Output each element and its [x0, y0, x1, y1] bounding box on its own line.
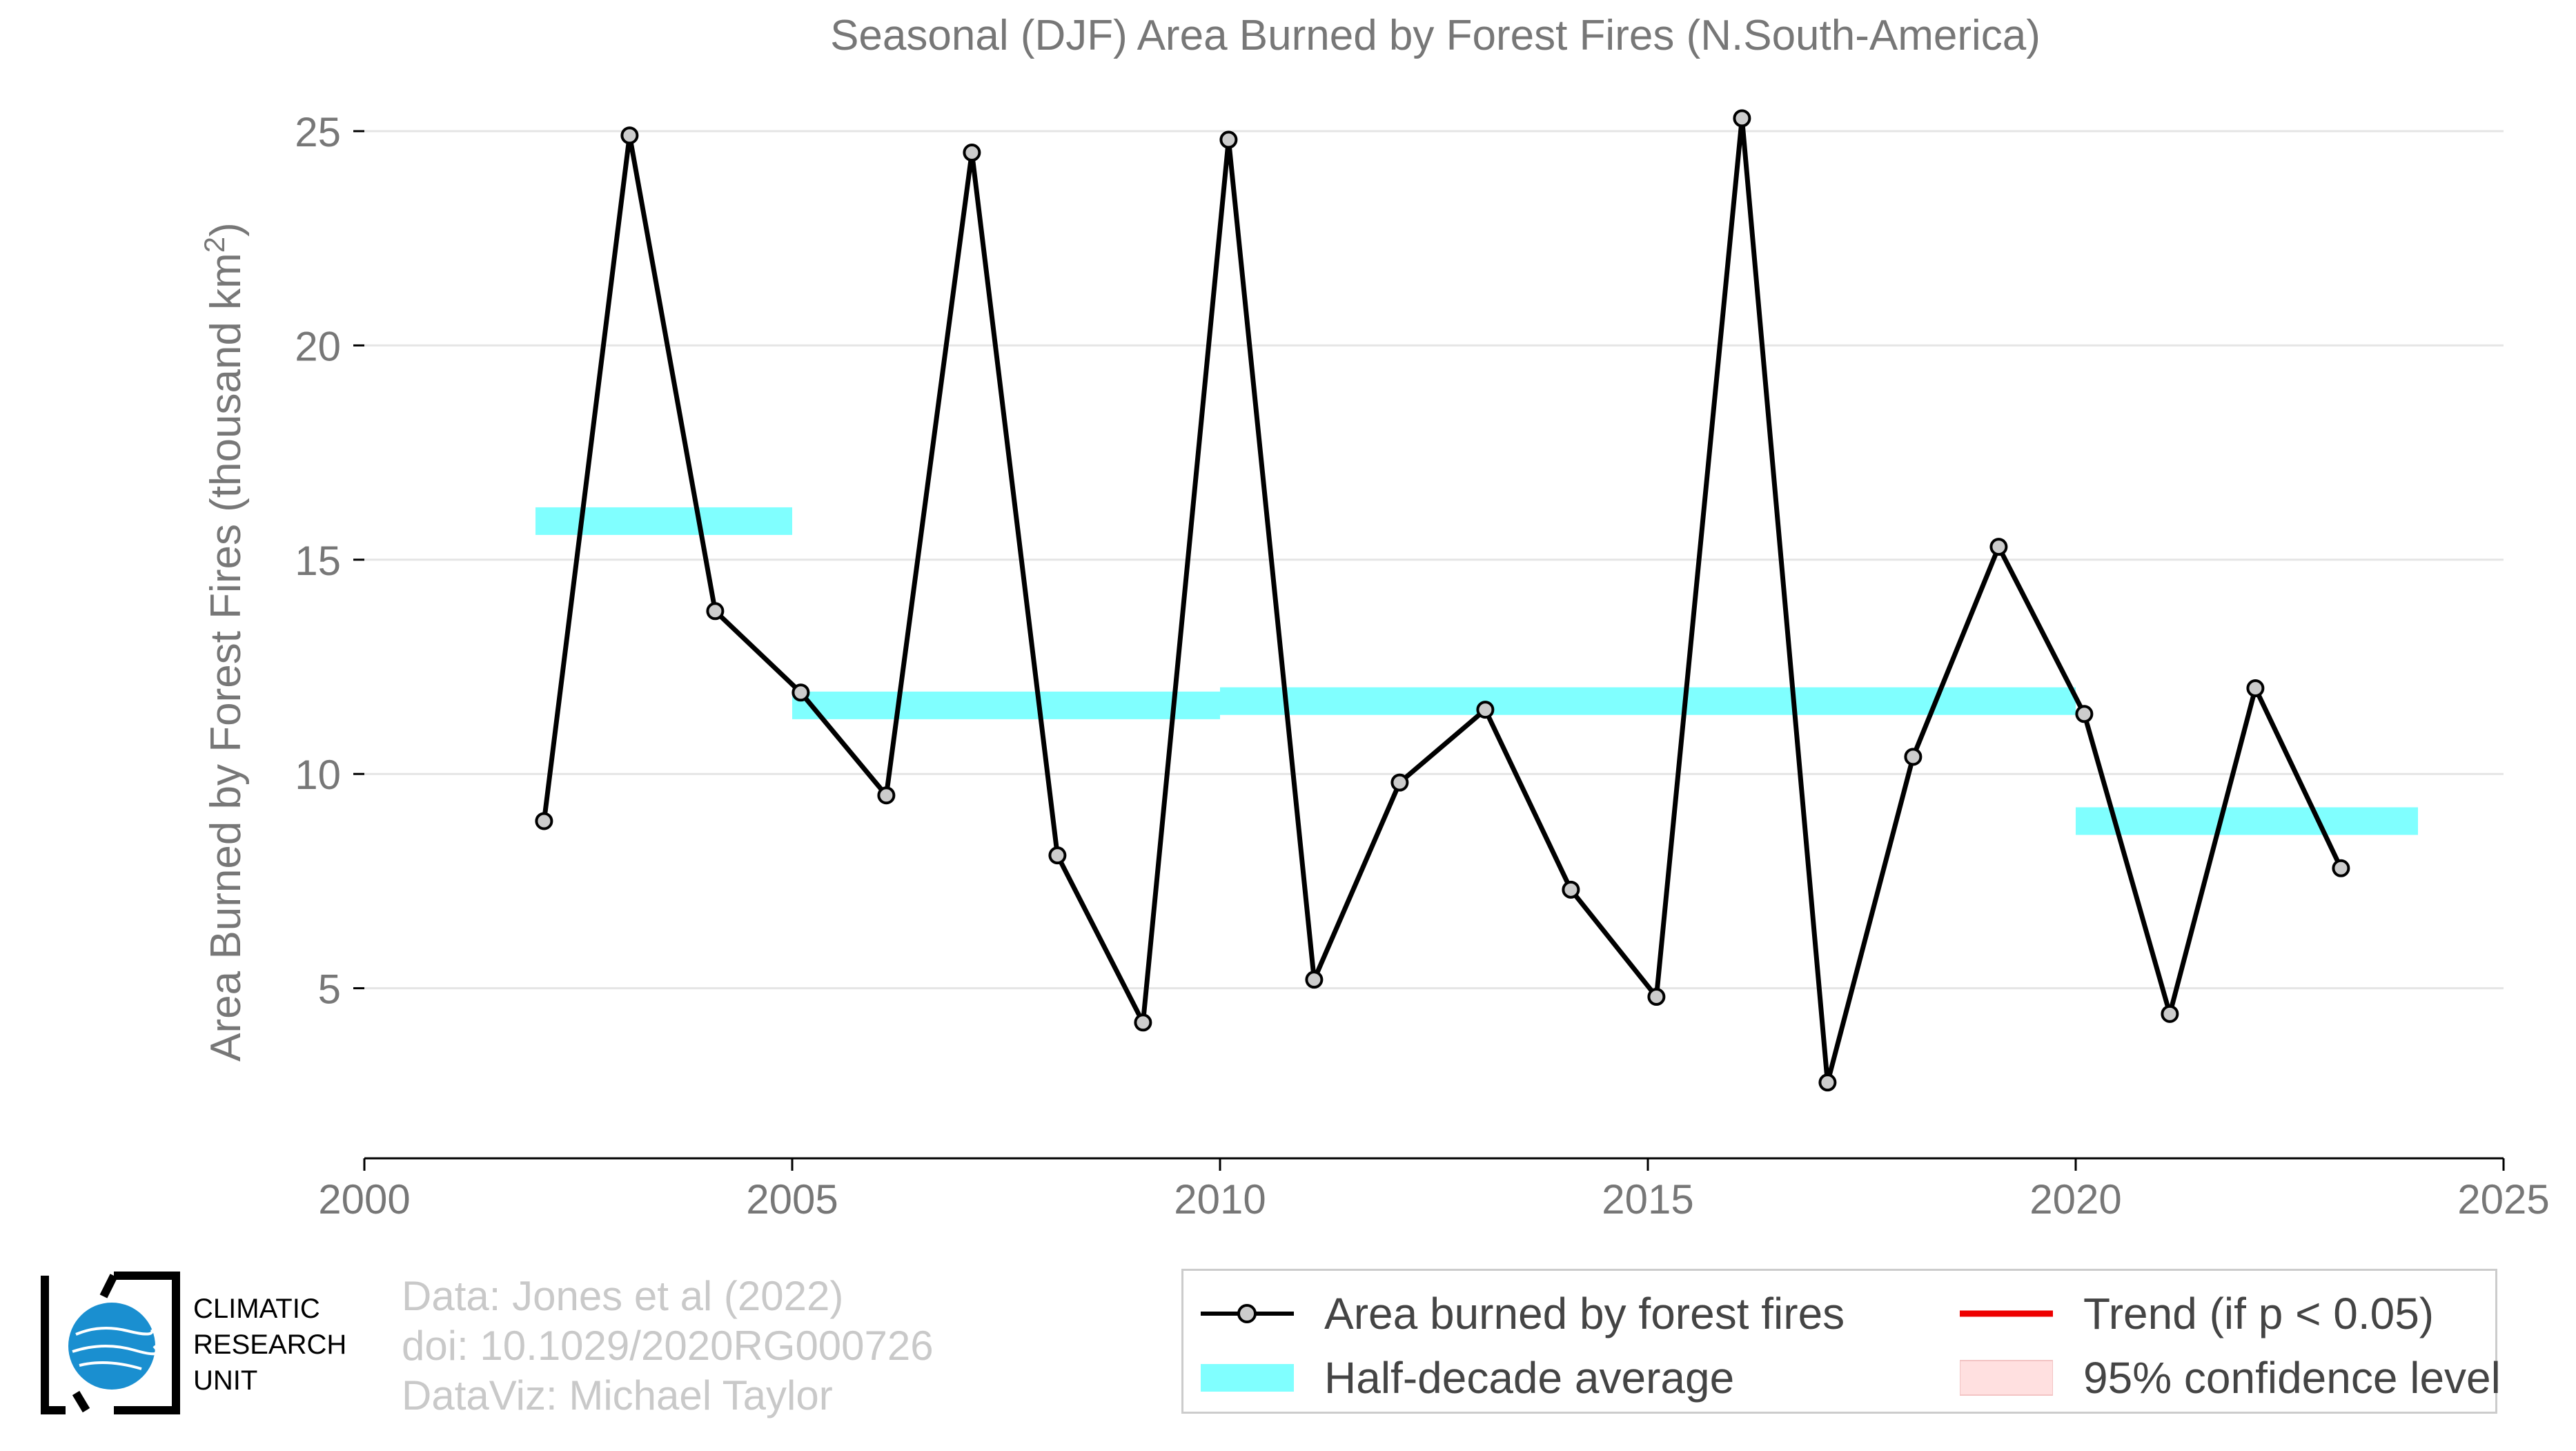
y-axis-ticks: 5 10 15 20 25 — [295, 109, 364, 1013]
credit-doi: doi: 10.1029/2020RG000726 — [402, 1323, 934, 1369]
data-point-2011.1 — [1305, 971, 1324, 989]
credit-dataviz: DataViz: Michael Taylor — [402, 1372, 833, 1419]
area-burned-series — [535, 109, 2350, 1092]
legend-item-confidence: 95% confidence level — [1959, 1352, 2501, 1403]
cru-logo — [38, 1269, 369, 1421]
legend-key-confidence-band-icon — [1959, 1357, 2054, 1399]
legend-key-trend-line-icon — [1960, 1293, 2053, 1334]
data-point-2019.1 — [1989, 538, 2008, 556]
x-tick-label-2020: 2020 — [2029, 1176, 2121, 1223]
data-point-2022.1 — [2246, 679, 2265, 698]
y-tick-label-25: 25 — [295, 109, 341, 155]
legend-label-trend: Trend (if p < 0.05) — [2083, 1289, 2435, 1338]
data-point-2014.1 — [1562, 880, 1580, 899]
credit-data-source: Data: Jones et al (2022) — [402, 1273, 844, 1319]
half-decade-bar-1 — [792, 691, 1220, 719]
data-point-2007.1 — [963, 144, 981, 162]
legend: Area burned by forest fires Trend (if p … — [1181, 1269, 2501, 1414]
credits: Data: Jones et al (2022) doi: 10.1029/20… — [402, 1272, 934, 1421]
chart: Seasonal (DJF) Area Burned by Forest Fir… — [198, 12, 2550, 1223]
data-point-2020.1 — [2075, 705, 2094, 723]
legend-item-area-burned: Area burned by forest fires — [1201, 1288, 1845, 1339]
x-tick-label-2025: 2025 — [2457, 1176, 2549, 1223]
data-point-2016.1 — [1733, 109, 1751, 128]
area-burned-line — [541, 115, 2343, 1085]
data-point-2018.1 — [1904, 748, 1923, 766]
half-decade-bar-3 — [2076, 807, 2418, 835]
legend-label-confidence: 95% confidence level — [2083, 1353, 2501, 1403]
data-point-2009.1 — [1134, 1013, 1152, 1032]
half-decade-average-series — [535, 507, 2418, 835]
half-decade-bar-2 — [1220, 687, 2076, 715]
legend-label-half-decade: Half-decade average — [1324, 1353, 1735, 1403]
legend-label-area-burned: Area burned by forest fires — [1324, 1289, 1845, 1338]
y-tick-label-5: 5 — [318, 966, 341, 1013]
gridlines — [364, 130, 2504, 990]
x-axis-ticks: 2000 2005 2010 2015 2020 2025 — [318, 1158, 2550, 1223]
data-point-2002.1 — [535, 812, 553, 830]
data-point-2017.1 — [1818, 1073, 1837, 1092]
x-tick-label-2000: 2000 — [318, 1176, 410, 1223]
legend-item-trend: Trend (if p < 0.05) — [1960, 1288, 2434, 1339]
cru-logo-text: CLIMATIC RESEARCH UNIT — [193, 1291, 346, 1399]
data-point-2015.1 — [1647, 988, 1666, 1006]
data-point-2010.1 — [1219, 130, 1238, 149]
cru-line1: CLIMATIC — [193, 1294, 320, 1324]
data-point-2004.1 — [706, 602, 725, 621]
data-point-2008.1 — [1048, 846, 1067, 865]
y-axis-label-superscript: 2 — [198, 237, 230, 253]
y-tick-label-15: 15 — [295, 538, 341, 584]
y-axis-label-suffix: ) — [202, 222, 250, 237]
data-point-2003.1 — [620, 126, 639, 145]
data-point-2023.1 — [2332, 859, 2350, 877]
cru-line3: UNIT — [193, 1365, 258, 1396]
x-tick-label-2015: 2015 — [1602, 1176, 1693, 1223]
cru-line2: RESEARCH — [193, 1330, 347, 1360]
data-point-2021.1 — [2161, 1004, 2179, 1023]
legend-item-half-decade: Half-decade average — [1201, 1352, 1734, 1403]
y-tick-label-10: 10 — [295, 752, 341, 798]
x-tick-label-2010: 2010 — [1174, 1176, 1266, 1223]
x-tick-label-2005: 2005 — [746, 1176, 838, 1223]
y-axis-label-main: Area Burned by Forest Fires (thousand km — [202, 253, 250, 1062]
data-point-2012.1 — [1390, 773, 1409, 792]
data-point-2005.1 — [792, 683, 810, 702]
legend-key-cyan-band-icon — [1201, 1357, 1294, 1399]
y-tick-label-20: 20 — [295, 323, 341, 369]
data-point-2013.1 — [1476, 701, 1495, 719]
data-point-2006.1 — [877, 786, 896, 805]
legend-key-line-marker-icon — [1201, 1293, 1294, 1334]
y-axis-label: Area Burned by Forest Fires (thousand km… — [198, 222, 250, 1062]
cru-logo-mark-icon — [41, 1272, 180, 1414]
half-decade-bar-0 — [535, 507, 792, 535]
chart-title: Seasonal (DJF) Area Burned by Forest Fir… — [830, 12, 2041, 59]
